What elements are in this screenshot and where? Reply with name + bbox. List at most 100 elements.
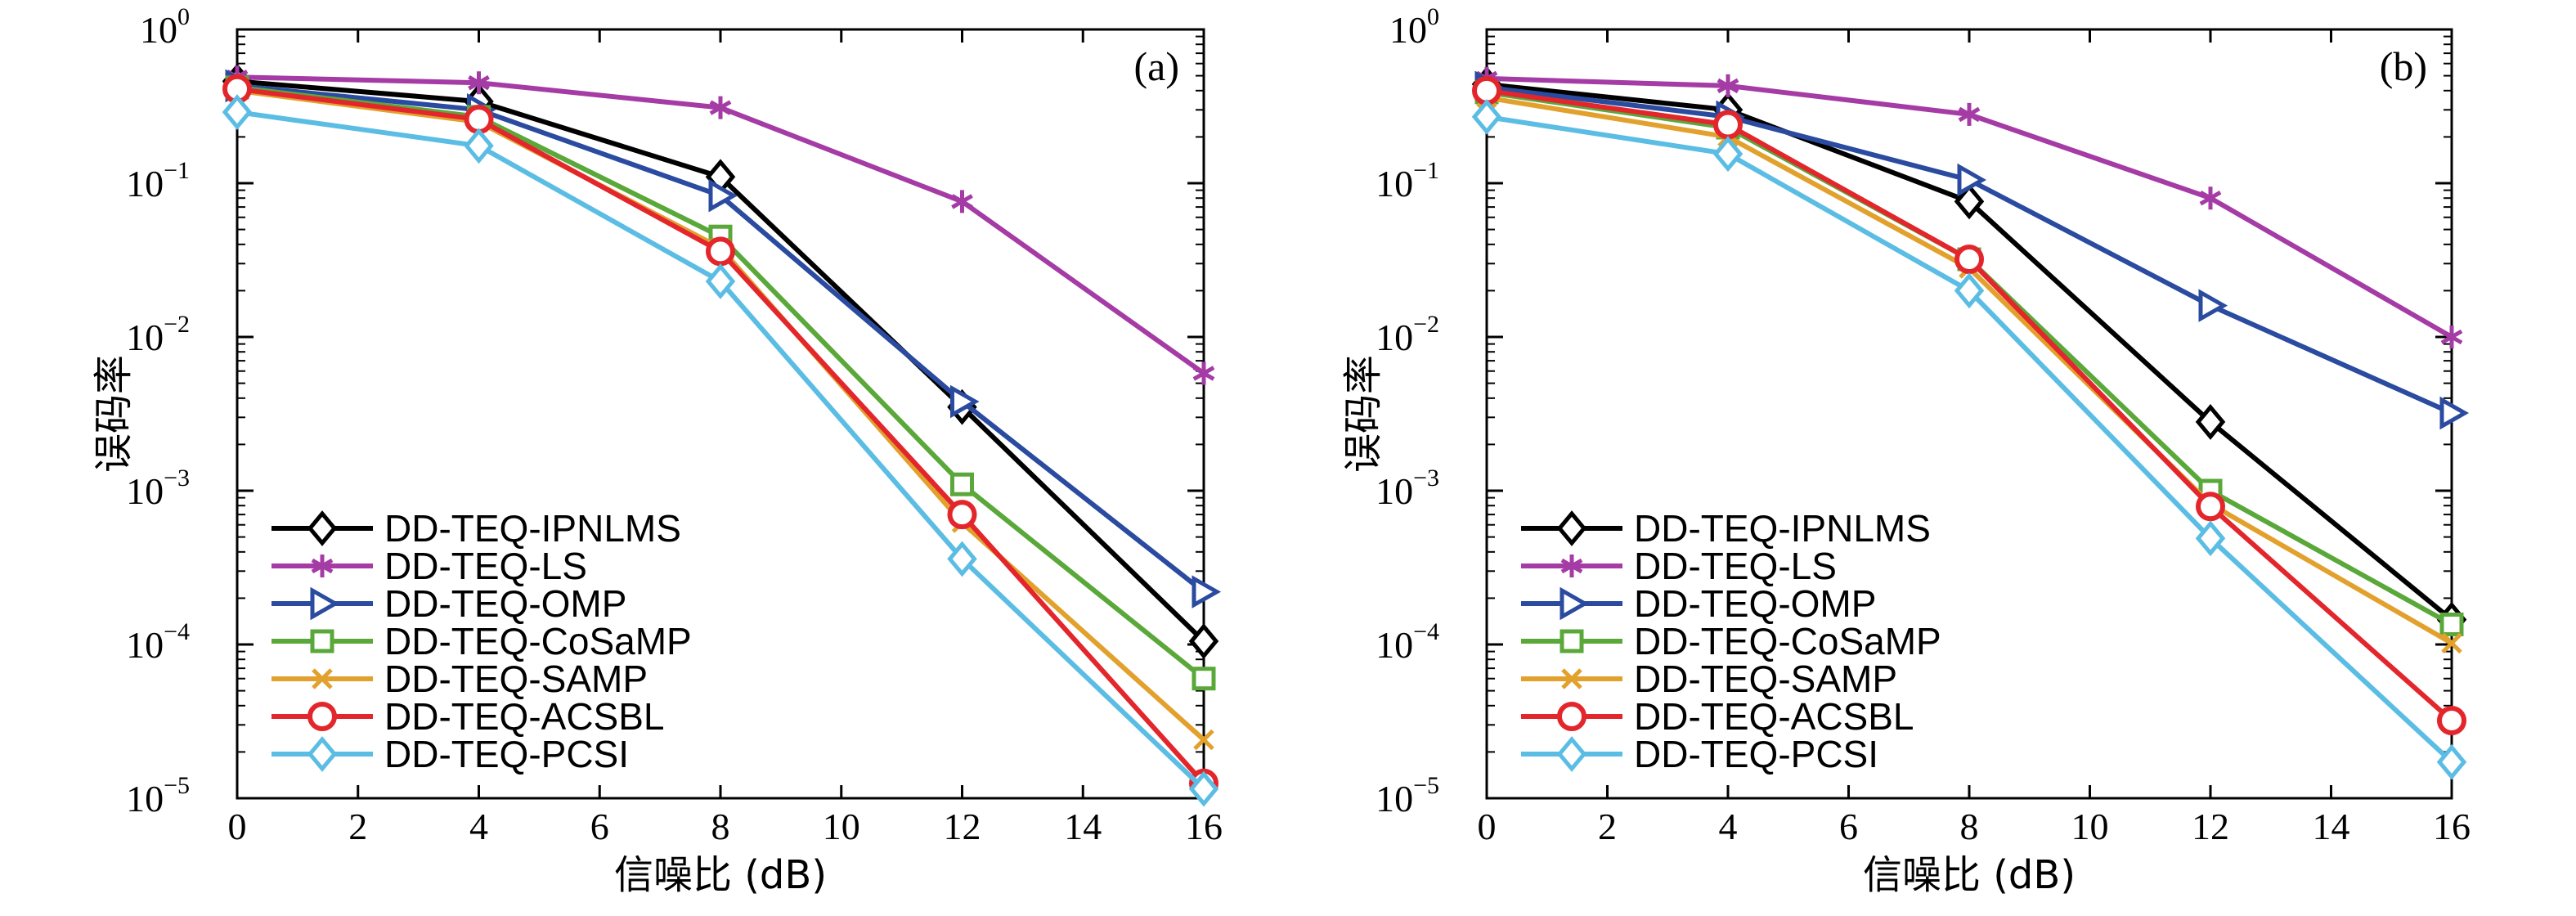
legend-marker <box>312 668 333 689</box>
chart-panel: 0 2 4 6 8 10 12 14 16 100 10−1 10−2 10−3 10−4 10−5 信噪比 … <box>1340 3 2471 898</box>
data-point <box>2436 743 2467 780</box>
data-point <box>947 541 977 577</box>
series-line <box>236 110 1206 791</box>
data-point <box>2195 520 2226 557</box>
data-point <box>1717 74 1739 97</box>
y-tick-label: 10−1 <box>126 157 190 204</box>
data-point <box>951 190 973 213</box>
legend-item: DD-TEQ-ACSBL <box>1521 695 1914 738</box>
data-point <box>464 128 494 164</box>
series-DD-TEQ-PCSI <box>222 94 1219 807</box>
panel-label: (b) <box>2380 43 2427 89</box>
y-tick-label: 10−1 <box>1376 157 1439 204</box>
data-point <box>1957 163 1987 197</box>
x-tick-label: 0 <box>228 806 247 847</box>
legend-item: DD-TEQ-LS <box>1521 545 1837 587</box>
legend-marker <box>1560 586 1590 621</box>
y-tick-label: 100 <box>140 3 190 51</box>
legend-marker <box>307 702 337 731</box>
x-tick-label: 8 <box>711 806 730 847</box>
legend-item: DD-TEQ-CoSaMP <box>272 620 692 662</box>
data-point <box>1192 667 1216 691</box>
plot-frame <box>236 28 1205 800</box>
x-tick-label: 14 <box>1064 806 1102 847</box>
y-tick-label: 100 <box>1389 3 1439 51</box>
y-tick-label: 10−2 <box>1376 311 1439 358</box>
legend-label: DD-TEQ-ACSBL <box>1634 695 1914 738</box>
legend-label: DD-TEQ-ACSBL <box>384 695 664 738</box>
x-tick-label: 16 <box>2433 806 2471 847</box>
legend-label: DD-TEQ-IPNLMS <box>384 507 681 550</box>
legend-label: DD-TEQ-CoSaMP <box>1634 620 1941 662</box>
legend-label: DD-TEQ-OMP <box>1634 582 1876 625</box>
series-DD-TEQ-ACSBL <box>1472 75 2466 736</box>
legend-marker <box>307 736 338 772</box>
data-point <box>1192 361 1215 385</box>
legend-label: DD-TEQ-OMP <box>384 582 626 625</box>
y-tick-label: 10−4 <box>126 618 190 666</box>
y-tick-label: 10−5 <box>126 772 190 819</box>
data-point <box>1188 770 1219 807</box>
data-point <box>1713 110 1743 140</box>
y-tick-label: 10−5 <box>1376 772 1439 819</box>
data-point <box>1188 623 1219 659</box>
data-point <box>2199 186 2222 210</box>
data-point <box>1954 183 1985 220</box>
x-tick-label: 12 <box>2192 806 2229 847</box>
data-point <box>950 472 974 496</box>
series-DD-TEQ-OMP <box>225 69 1222 608</box>
x-tick-label: 6 <box>590 806 609 847</box>
legend-item: DD-TEQ-LS <box>272 545 587 587</box>
x-axis-label: 信噪比 (dB) <box>614 852 827 898</box>
legend-item: DD-TEQ-SAMP <box>272 658 648 700</box>
data-point <box>2439 612 2464 636</box>
legend-label: DD-TEQ-SAMP <box>1634 658 1897 700</box>
legend-item: DD-TEQ-CoSaMP <box>1521 620 1941 662</box>
legend-label: DD-TEQ-PCSI <box>1634 733 1878 775</box>
legend-label: DD-TEQ-LS <box>384 545 587 587</box>
x-tick-label: 10 <box>2071 806 2109 847</box>
legend-item: DD-TEQ-OMP <box>1521 582 1876 625</box>
data-point <box>705 263 736 299</box>
legend-marker <box>310 586 340 621</box>
data-point <box>2437 706 2466 736</box>
legend-marker <box>1556 510 1587 546</box>
legend-label: DD-TEQ-LS <box>1634 545 1837 587</box>
x-tick-label: 14 <box>2313 806 2350 847</box>
legend-marker <box>307 510 338 546</box>
data-point <box>2439 396 2470 430</box>
data-point <box>1954 272 1985 309</box>
legend-item: DD-TEQ-IPNLMS <box>272 507 681 550</box>
x-tick-label: 2 <box>1598 806 1617 847</box>
data-point <box>709 96 732 119</box>
x-tick-label: 8 <box>1960 806 1979 847</box>
data-point <box>1712 136 1744 173</box>
legend-marker <box>310 629 334 653</box>
legend-marker <box>1556 736 1587 772</box>
y-tick-label: 10−2 <box>126 311 190 358</box>
legend: DD-TEQ-IPNLMSDD-TEQ-LSDD-TEQ-OMPDD-TEQ-C… <box>272 507 692 775</box>
x-tick-label: 6 <box>1839 806 1858 847</box>
data-point <box>2195 404 2226 440</box>
series-line <box>1486 82 2453 622</box>
data-point <box>1471 98 1502 135</box>
data-point <box>947 500 977 530</box>
series-DD-TEQ-ACSBL <box>222 74 1218 798</box>
legend-label: DD-TEQ-IPNLMS <box>1634 507 1931 550</box>
series-DD-TEQ-CoSaMP <box>1474 80 2464 636</box>
data-point <box>2198 289 2228 322</box>
y-tick-label: 10−4 <box>1376 618 1439 666</box>
data-point <box>2440 326 2463 348</box>
x-tick-label: 4 <box>1719 806 1738 847</box>
chart-panel: 0 2 4 6 8 10 12 14 16 100 10−1 10−2 10−3 10−4 10−5 信噪比 … <box>91 3 1223 898</box>
data-point <box>2196 492 2225 522</box>
legend-item: DD-TEQ-PCSI <box>272 733 629 775</box>
legend-item: DD-TEQ-PCSI <box>1521 733 1878 775</box>
y-tick-label: 10−3 <box>126 465 190 512</box>
legend-label: DD-TEQ-SAMP <box>384 658 648 700</box>
x-tick-label: 16 <box>1185 806 1223 847</box>
legend: DD-TEQ-IPNLMSDD-TEQ-LSDD-TEQ-OMPDD-TEQ-C… <box>1521 507 1941 775</box>
legend-item: DD-TEQ-SAMP <box>1521 658 1897 700</box>
legend-item: DD-TEQ-ACSBL <box>272 695 664 738</box>
data-point <box>222 94 253 130</box>
